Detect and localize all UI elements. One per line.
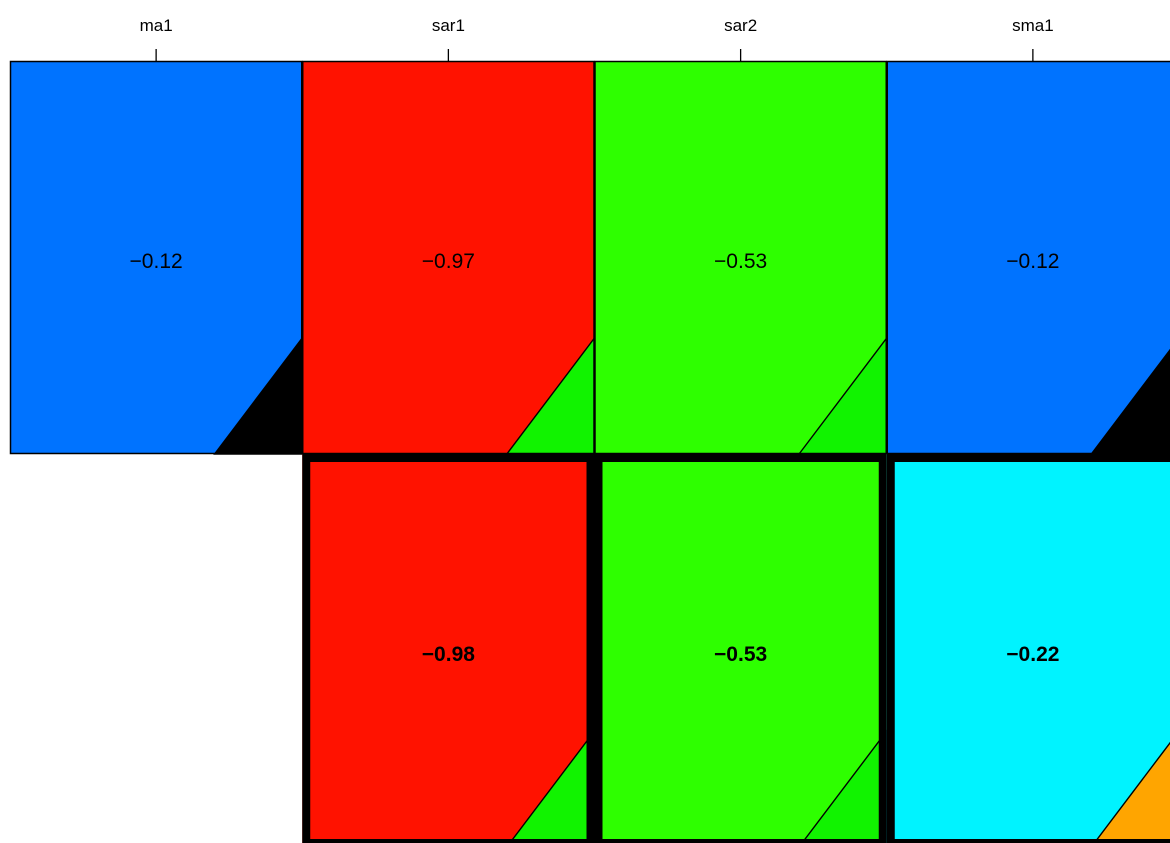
cell-fill [302,454,595,843]
cell-fill [886,454,1170,843]
column-label-ma1: ma1 [140,16,173,35]
cell-sar2-row2: −0.53 [594,454,888,843]
cell-sar1-row1: −0.97 [302,60,596,455]
cell-fill [302,61,595,454]
cell-border [302,454,595,843]
cell-value-label: −0.12 [130,250,183,273]
column-label-sar2: sar2 [724,16,757,35]
corner-triangle [1093,741,1170,843]
cell-border [594,454,887,843]
cell-fill [10,61,303,454]
cell-value-label: −0.97 [422,250,475,273]
cell-ma1-row1: −0.12 [9,60,303,455]
cell-border [9,60,303,455]
cell-border [886,454,1170,843]
cell-border [886,60,1170,455]
cell-sar2-row1: −0.53 [594,60,888,455]
cell-value-label: −0.53 [714,250,767,273]
cell-value-label: −0.12 [1006,250,1059,273]
column-label-sar1: sar1 [432,16,465,35]
column-label-sma1: sma1 [1012,16,1054,35]
cell-value-label: −0.22 [1006,643,1059,666]
cell-fill [594,454,887,843]
cell-fill [886,61,1170,454]
column-header-group: ma1 sar1 sar2 sma1 [140,16,1054,61]
cell-sma1-row2: −0.22 [886,454,1170,843]
cell-group: −0.12 −0.97 −0.53 −0.12 −0.98 −0.53 −0.22 [9,60,1170,843]
cell-value-label: −0.53 [714,643,767,666]
cell-sma1-row1: −0.12 [886,60,1170,455]
cell-sar1-row2: −0.98 [302,454,596,843]
cell-border [302,60,595,455]
cell-fill [594,61,887,454]
cell-border [594,60,887,455]
cell-value-label: −0.98 [422,643,475,666]
